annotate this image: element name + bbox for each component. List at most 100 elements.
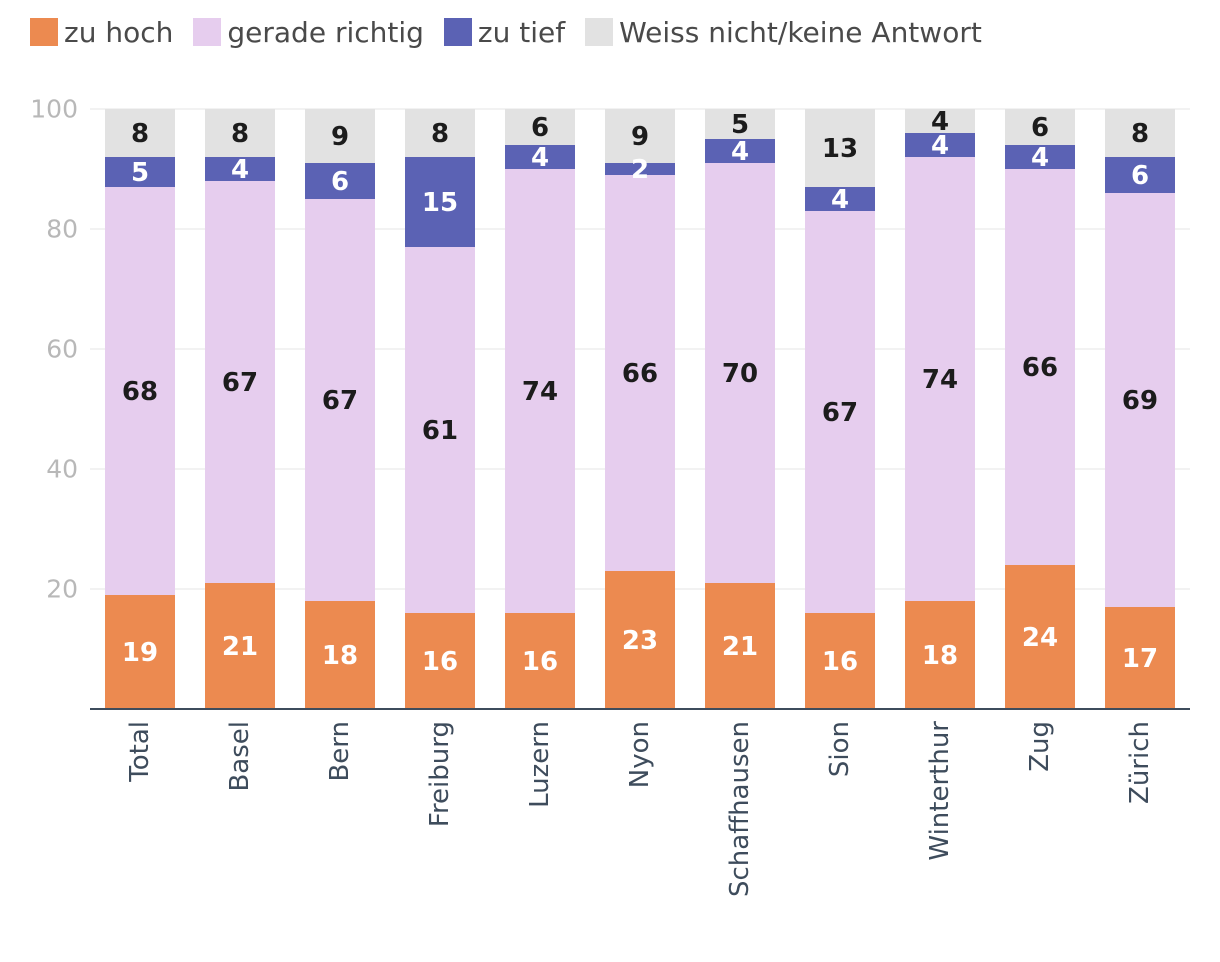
data-label: 74 <box>922 365 958 395</box>
data-label: 19 <box>122 638 158 668</box>
legend: zu hoch gerade richtig zu tief Weiss nicht/… <box>30 14 1002 50</box>
data-label: 21 <box>722 632 758 662</box>
bar-segment <box>905 157 975 601</box>
legend-item: zu tief <box>443 16 565 49</box>
bar-segment <box>305 109 375 163</box>
x-category-label: Luzern <box>525 721 555 808</box>
data-labels: 1968582167481867691661158167446236629217… <box>122 107 1158 677</box>
legend-item: gerade richtig <box>193 16 424 49</box>
bar-segment <box>305 199 375 601</box>
data-label: 13 <box>822 134 858 164</box>
bar-segment <box>905 601 975 709</box>
legend-swatch <box>443 18 472 46</box>
data-label: 8 <box>131 119 149 149</box>
data-label: 4 <box>831 185 849 215</box>
data-label: 6 <box>331 167 349 197</box>
bar-segment <box>605 163 675 175</box>
data-label: 6 <box>1131 161 1149 191</box>
x-category-label: Zug <box>1025 721 1055 772</box>
bar-segment <box>305 163 375 199</box>
data-label: 4 <box>931 131 949 161</box>
data-label: 16 <box>522 647 558 677</box>
data-label: 67 <box>222 368 258 398</box>
bar-segment <box>605 571 675 709</box>
data-label: 70 <box>722 359 758 389</box>
x-category-label: Schaffhausen <box>725 721 755 897</box>
bar-segment <box>805 211 875 613</box>
y-tick-label: 40 <box>46 455 78 484</box>
bar-segment <box>1005 145 1075 169</box>
data-label: 4 <box>231 155 249 185</box>
bar-segment <box>1105 157 1175 193</box>
bar-segment <box>905 133 975 157</box>
bar-segment <box>1005 169 1075 565</box>
legend-label: Weiss nicht/keine Antwort <box>619 15 982 49</box>
data-label: 74 <box>522 377 558 407</box>
bar-segment <box>705 139 775 163</box>
data-label: 17 <box>1122 644 1158 674</box>
x-category-label: Basel <box>225 721 255 792</box>
legend-swatch <box>30 18 58 46</box>
data-label: 4 <box>531 143 549 173</box>
bar-segment <box>205 109 275 157</box>
y-tick-label: 20 <box>46 575 78 604</box>
bar-segment <box>205 583 275 709</box>
bar-segment <box>1005 109 1075 145</box>
bar-segment <box>105 595 175 709</box>
data-label: 66 <box>1022 353 1058 383</box>
bar-segment <box>105 187 175 595</box>
bars <box>105 109 1175 709</box>
bar-segment <box>1105 607 1175 709</box>
bar-segment <box>605 109 675 163</box>
bar-segment <box>405 157 475 247</box>
x-category-label: Bern <box>325 721 355 782</box>
bar-segment <box>205 157 275 181</box>
data-label: 5 <box>731 110 749 140</box>
data-label: 8 <box>231 119 249 149</box>
bar-segment <box>705 583 775 709</box>
data-label: 16 <box>822 647 858 677</box>
data-label: 69 <box>1122 386 1158 416</box>
bar-segment <box>105 109 175 157</box>
legend-item: zu hoch <box>30 16 173 49</box>
x-category-label: Total <box>125 721 155 783</box>
data-label: 66 <box>622 359 658 389</box>
data-label: 61 <box>422 416 458 446</box>
x-category-label: Nyon <box>625 721 655 788</box>
data-label: 6 <box>1031 113 1049 143</box>
y-tick-label: 100 <box>30 95 78 124</box>
data-label: 18 <box>922 641 958 671</box>
bar-segment <box>505 613 575 709</box>
y-axis-ticks: 20 40 60 80 100 <box>30 95 78 604</box>
x-category-label: Winterthur <box>925 721 955 861</box>
x-axis-category-labels: Total Basel Bern Freiburg Luzern Nyon Schaffha… <box>125 721 1155 897</box>
data-label: 16 <box>422 647 458 677</box>
data-label: 6 <box>531 113 549 143</box>
bar-segment <box>1105 193 1175 607</box>
bar-segment <box>505 145 575 169</box>
bar-segment <box>205 181 275 583</box>
data-label: 15 <box>422 188 458 218</box>
bar-segment <box>805 187 875 211</box>
bar-segment <box>305 601 375 709</box>
y-tick-label: 60 <box>46 335 78 364</box>
bar-segment <box>405 109 475 157</box>
data-label: 24 <box>1022 623 1058 653</box>
x-category-label: Freiburg <box>425 721 455 827</box>
bar-segment <box>405 613 475 709</box>
data-label: 67 <box>822 398 858 428</box>
data-label: 5 <box>131 158 149 188</box>
data-label: 68 <box>122 377 158 407</box>
x-category-label: Zürich <box>1125 721 1155 804</box>
bar-segment <box>805 109 875 187</box>
bar-segment <box>505 109 575 145</box>
data-label: 9 <box>331 122 349 152</box>
legend-item: Weiss nicht/keine Antwort <box>585 16 982 49</box>
bar-segment <box>605 175 675 571</box>
bar-segment <box>805 613 875 709</box>
bar-segment <box>705 109 775 139</box>
y-tick-label: 80 <box>46 215 78 244</box>
bar-segment <box>505 169 575 613</box>
data-label: 23 <box>622 626 658 656</box>
